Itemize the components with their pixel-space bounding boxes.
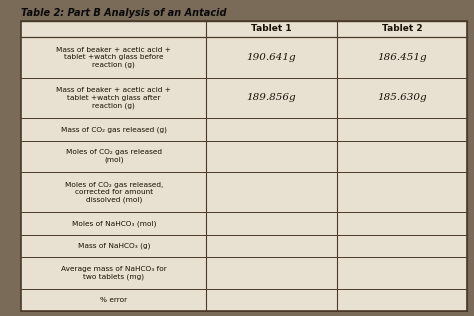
Text: Mass of beaker + acetic acid +
tablet +watch glass after
reaction (g): Mass of beaker + acetic acid + tablet +w… xyxy=(56,87,171,109)
Text: Tablet 2: Tablet 2 xyxy=(382,24,422,33)
Text: Average mass of NaHCO₃ for
two tablets (mg): Average mass of NaHCO₃ for two tablets (… xyxy=(61,266,167,280)
Text: Mass of CO₂ gas released (g): Mass of CO₂ gas released (g) xyxy=(61,126,167,133)
Text: 186.451g: 186.451g xyxy=(377,53,427,62)
Text: Moles of CO₂ gas released
(mol): Moles of CO₂ gas released (mol) xyxy=(66,149,162,163)
Text: 190.641g: 190.641g xyxy=(246,53,296,62)
Text: Mass of NaHCO₃ (g): Mass of NaHCO₃ (g) xyxy=(78,243,150,249)
Text: % error: % error xyxy=(100,297,128,303)
Text: Moles of NaHCO₃ (mol): Moles of NaHCO₃ (mol) xyxy=(72,221,156,227)
Text: 185.630g: 185.630g xyxy=(377,94,427,102)
Text: 189.856g: 189.856g xyxy=(246,94,296,102)
Text: Moles of CO₂ gas released,
corrected for amount
dissolved (mol): Moles of CO₂ gas released, corrected for… xyxy=(64,181,163,203)
Text: Mass of beaker + acetic acid +
tablet +watch glass before
reaction (g): Mass of beaker + acetic acid + tablet +w… xyxy=(56,47,171,68)
Text: Table 2: Part B Analysis of an Antacid: Table 2: Part B Analysis of an Antacid xyxy=(21,8,227,18)
Text: Tablet 1: Tablet 1 xyxy=(251,24,292,33)
